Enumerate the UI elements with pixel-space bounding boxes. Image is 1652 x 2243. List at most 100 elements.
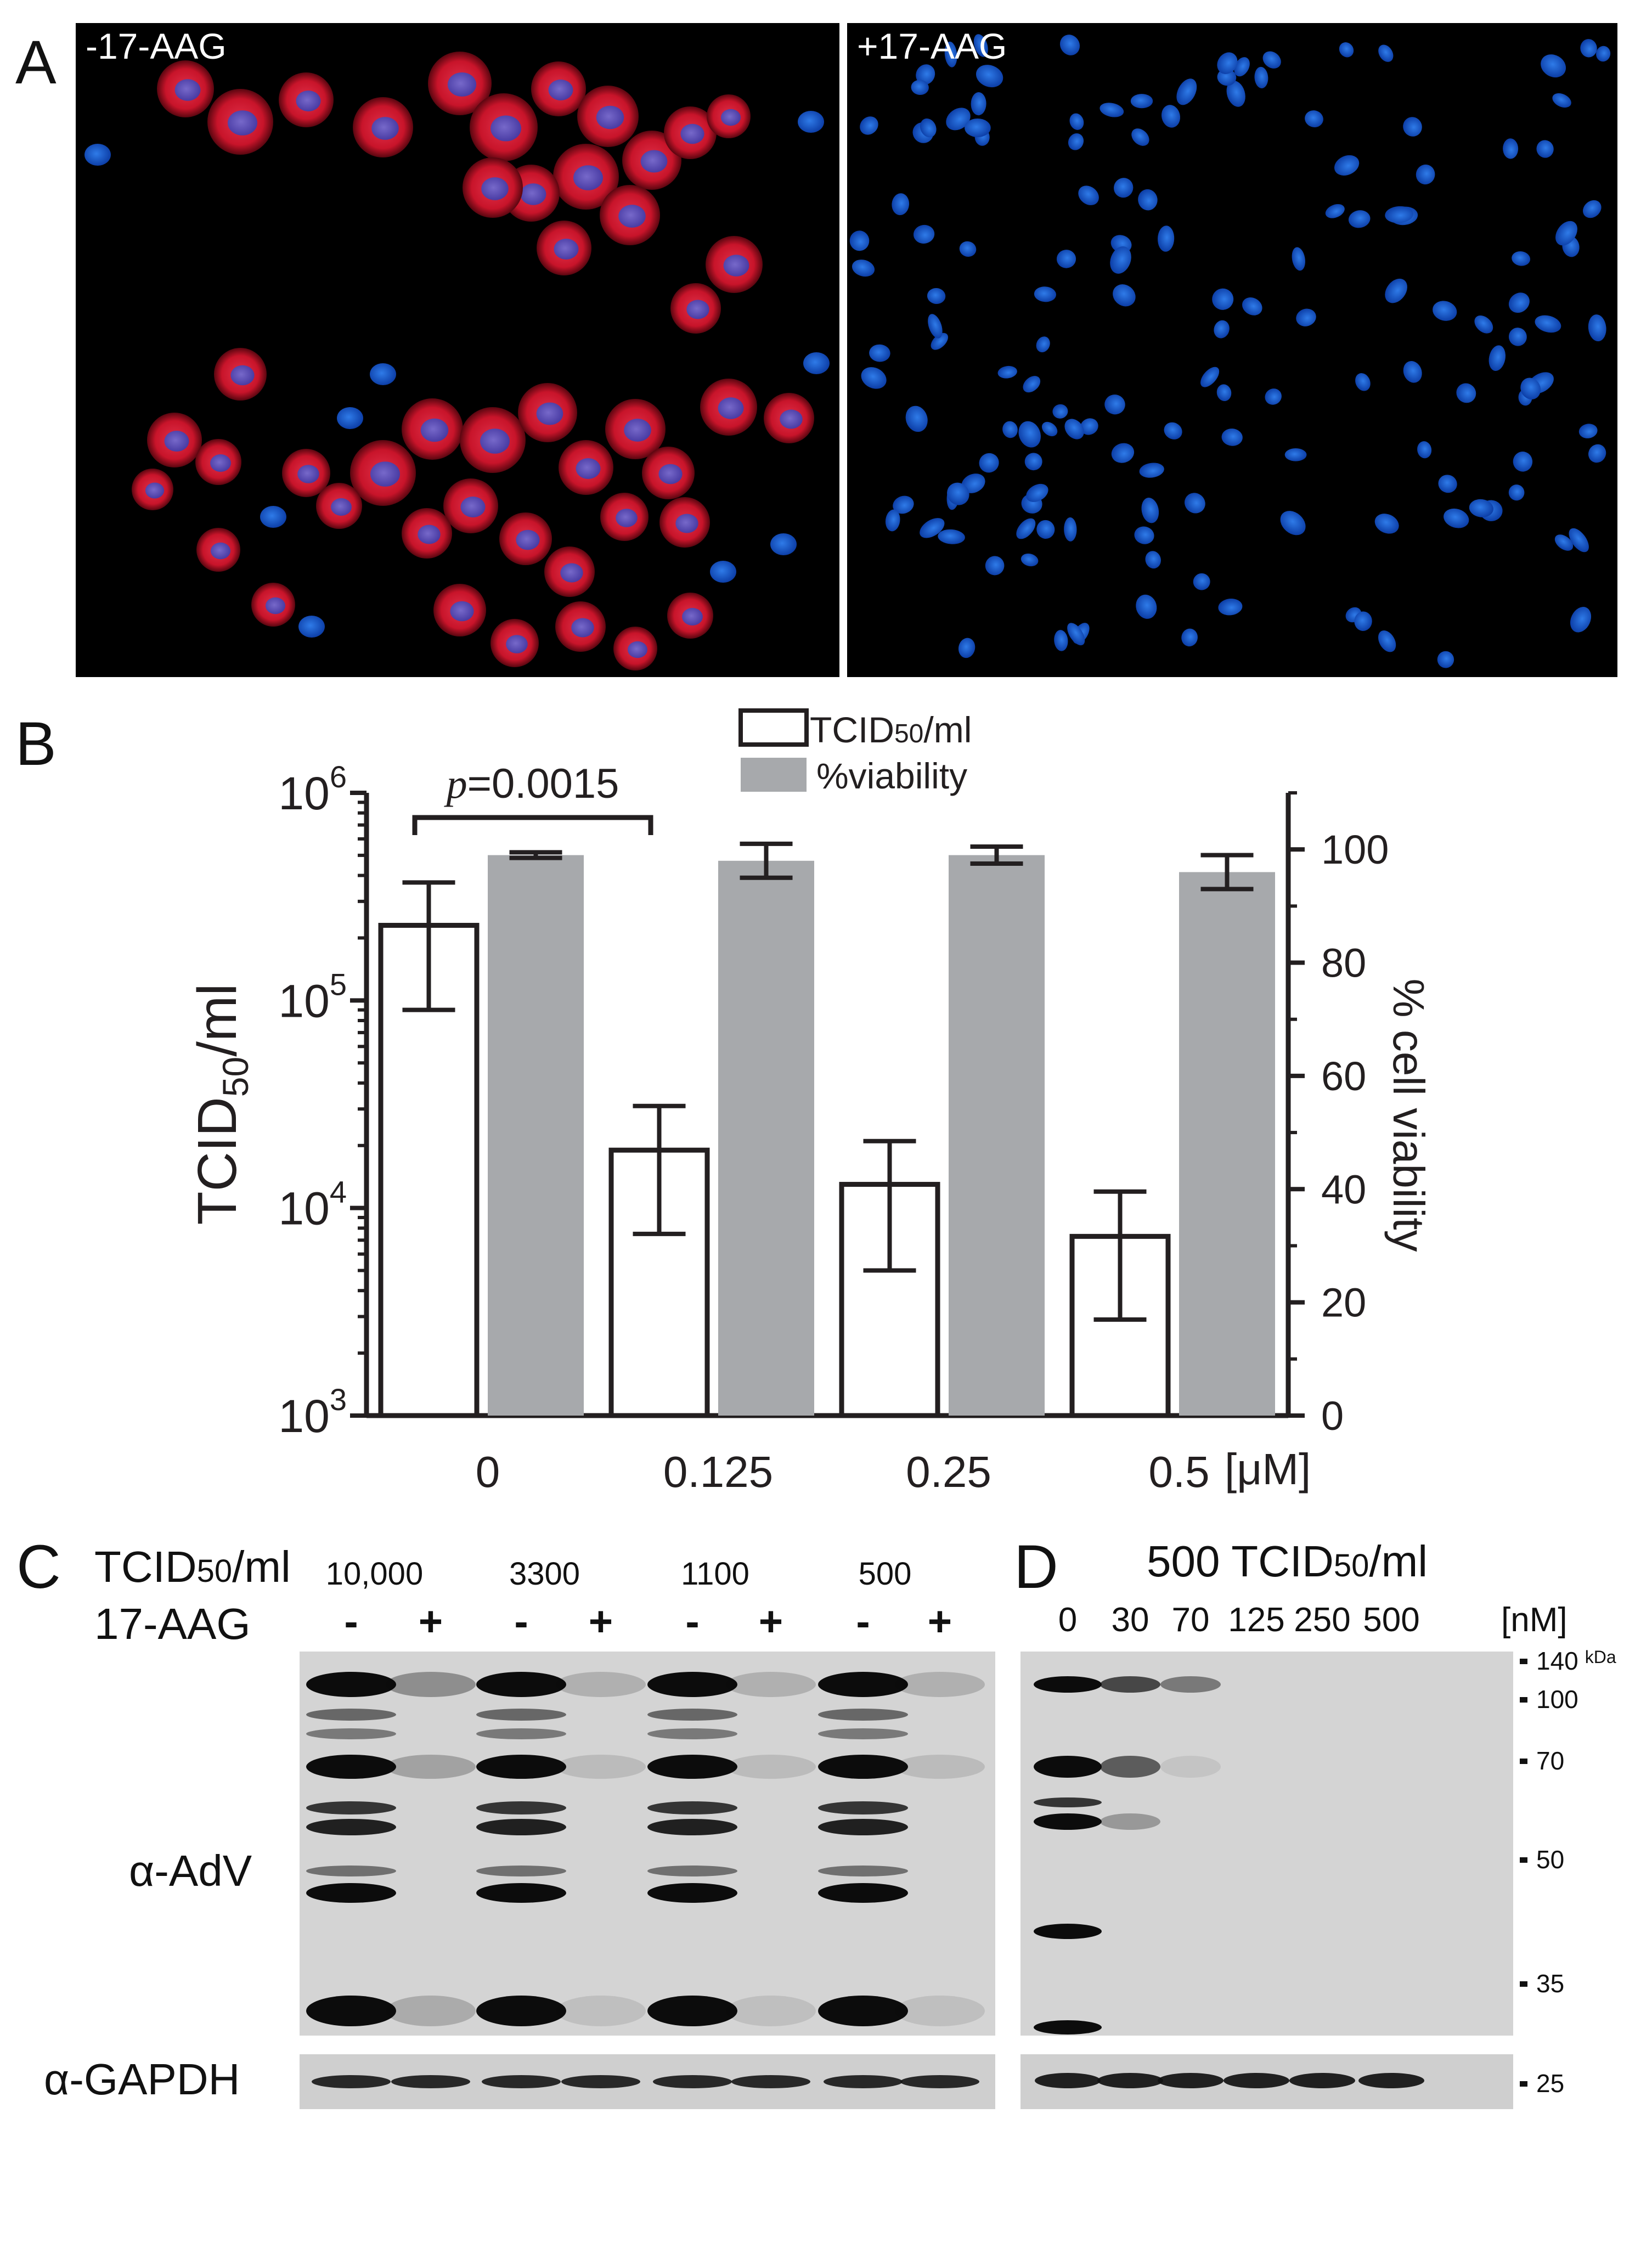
protein-band: [476, 1996, 566, 2026]
blot-c-titer-value: 1100: [681, 1556, 749, 1592]
cell-nucleus: [210, 454, 231, 472]
protein-band: [895, 1672, 985, 1697]
nucleus: [1130, 94, 1153, 109]
nucleus: [1136, 594, 1157, 619]
nucleus: [1069, 113, 1084, 130]
left-tick-label: 106: [278, 759, 347, 819]
cell-nucleus: [723, 255, 749, 277]
blot-c-sign: +: [927, 1598, 952, 1645]
nucleus: [1554, 534, 1574, 551]
protein-band: [1034, 2020, 1102, 2035]
protein-band: [306, 1709, 396, 1721]
nucleus: [973, 34, 988, 57]
nucleus: [1280, 511, 1306, 536]
protein-band: [1034, 1813, 1102, 1830]
nucleus: [911, 80, 929, 95]
nucleus: [1041, 421, 1058, 437]
left-tick-base: 10: [278, 768, 329, 819]
nucleus: [1378, 44, 1394, 62]
protein-band: [818, 1709, 908, 1721]
nucleus: [1212, 288, 1234, 310]
nucleus: [1508, 328, 1527, 346]
protein-band: [1034, 1924, 1102, 1939]
cell-nucleus: [618, 205, 646, 228]
micrograph-untreated-cells: [84, 52, 830, 670]
nucleus: [1325, 204, 1345, 218]
blot-d-titer-base: TCID: [1231, 1537, 1334, 1586]
cell-nucleus: [370, 461, 400, 487]
protein-band: [726, 1672, 816, 1697]
cell-nucleus: [548, 80, 573, 100]
unstained-nucleus: [710, 561, 736, 583]
left-tick-exp: 4: [330, 1175, 347, 1209]
blot-d-gapdh-bands: [1035, 2073, 1424, 2088]
cell-nucleus: [571, 618, 594, 638]
left-axis-label-rest: /ml: [187, 983, 248, 1056]
nucleus: [1078, 185, 1099, 206]
nucleus: [1284, 448, 1307, 461]
cell-nucleus: [718, 397, 744, 419]
protein-band: [647, 1728, 737, 1739]
nucleus: [1513, 452, 1533, 472]
nucleus: [959, 241, 977, 257]
nucleus: [861, 367, 887, 389]
nucleus: [1378, 630, 1396, 652]
nucleus: [1512, 251, 1531, 266]
protein-band: [306, 1819, 396, 1835]
titer-label-base: TCID: [94, 1542, 197, 1591]
protein-band: [647, 1755, 737, 1779]
nucleus: [971, 92, 986, 116]
nucleus: [1064, 517, 1077, 542]
mw-marker-value: 25: [1536, 2069, 1565, 2098]
right-tick-label: 100: [1321, 827, 1389, 872]
mw-marker-label: 50: [1536, 1847, 1564, 1872]
nucleus: [1403, 360, 1422, 383]
mw-marker-value: 140: [1536, 1647, 1578, 1675]
protein-band: [1160, 1756, 1221, 1778]
nucleus: [1334, 155, 1360, 176]
nucleus: [920, 118, 937, 138]
category-label: 0.125: [663, 1447, 773, 1496]
cell-nucleus: [560, 563, 583, 583]
nucleus: [1541, 54, 1566, 78]
nucleus: [1296, 308, 1316, 326]
nucleus: [1292, 247, 1306, 271]
blot-d-titer-rest: /ml: [1369, 1537, 1428, 1586]
protein-band: [476, 1755, 566, 1779]
protein-band: [556, 1672, 646, 1697]
mw-marker-label: 25: [1536, 2071, 1564, 2096]
protein-band: [818, 1755, 908, 1779]
category-label: 0.5: [1148, 1447, 1209, 1496]
blot-d-titer-sub: 50: [1333, 1548, 1369, 1583]
protein-band: [818, 1866, 908, 1876]
nucleus: [1100, 103, 1124, 117]
nucleus: [1016, 518, 1036, 539]
blot-d-unit: [nM]: [1501, 1601, 1568, 1639]
mw-marker-tick: [1520, 1981, 1527, 1987]
protein-band: [476, 1709, 566, 1721]
cell-nucleus: [554, 239, 579, 260]
mw-marker-label: 35: [1536, 1971, 1564, 1996]
nucleus: [1596, 46, 1611, 62]
left-tick-base: 10: [278, 1183, 329, 1235]
nucleus: [1026, 483, 1048, 502]
protein-band: [556, 1755, 646, 1779]
nucleus: [946, 108, 971, 131]
nucleus: [869, 344, 890, 362]
protein-band: [818, 1996, 908, 2026]
blot-c-adv: [300, 1652, 995, 2036]
cell-nucleus: [164, 431, 189, 452]
cell-nucleus: [371, 117, 399, 140]
nucleus: [927, 288, 946, 305]
nucleus: [1138, 189, 1158, 211]
nucleus: [1114, 178, 1134, 198]
left-tick-exp: 3: [330, 1382, 347, 1417]
protein-band: [306, 1801, 396, 1814]
protein-band: [647, 1801, 737, 1814]
panel-a-letter: A: [15, 28, 57, 97]
cell-nucleus: [780, 409, 803, 429]
mw-marker-tick: [1520, 1697, 1527, 1703]
nucleus: [1226, 80, 1245, 107]
nucleus: [1583, 200, 1602, 218]
